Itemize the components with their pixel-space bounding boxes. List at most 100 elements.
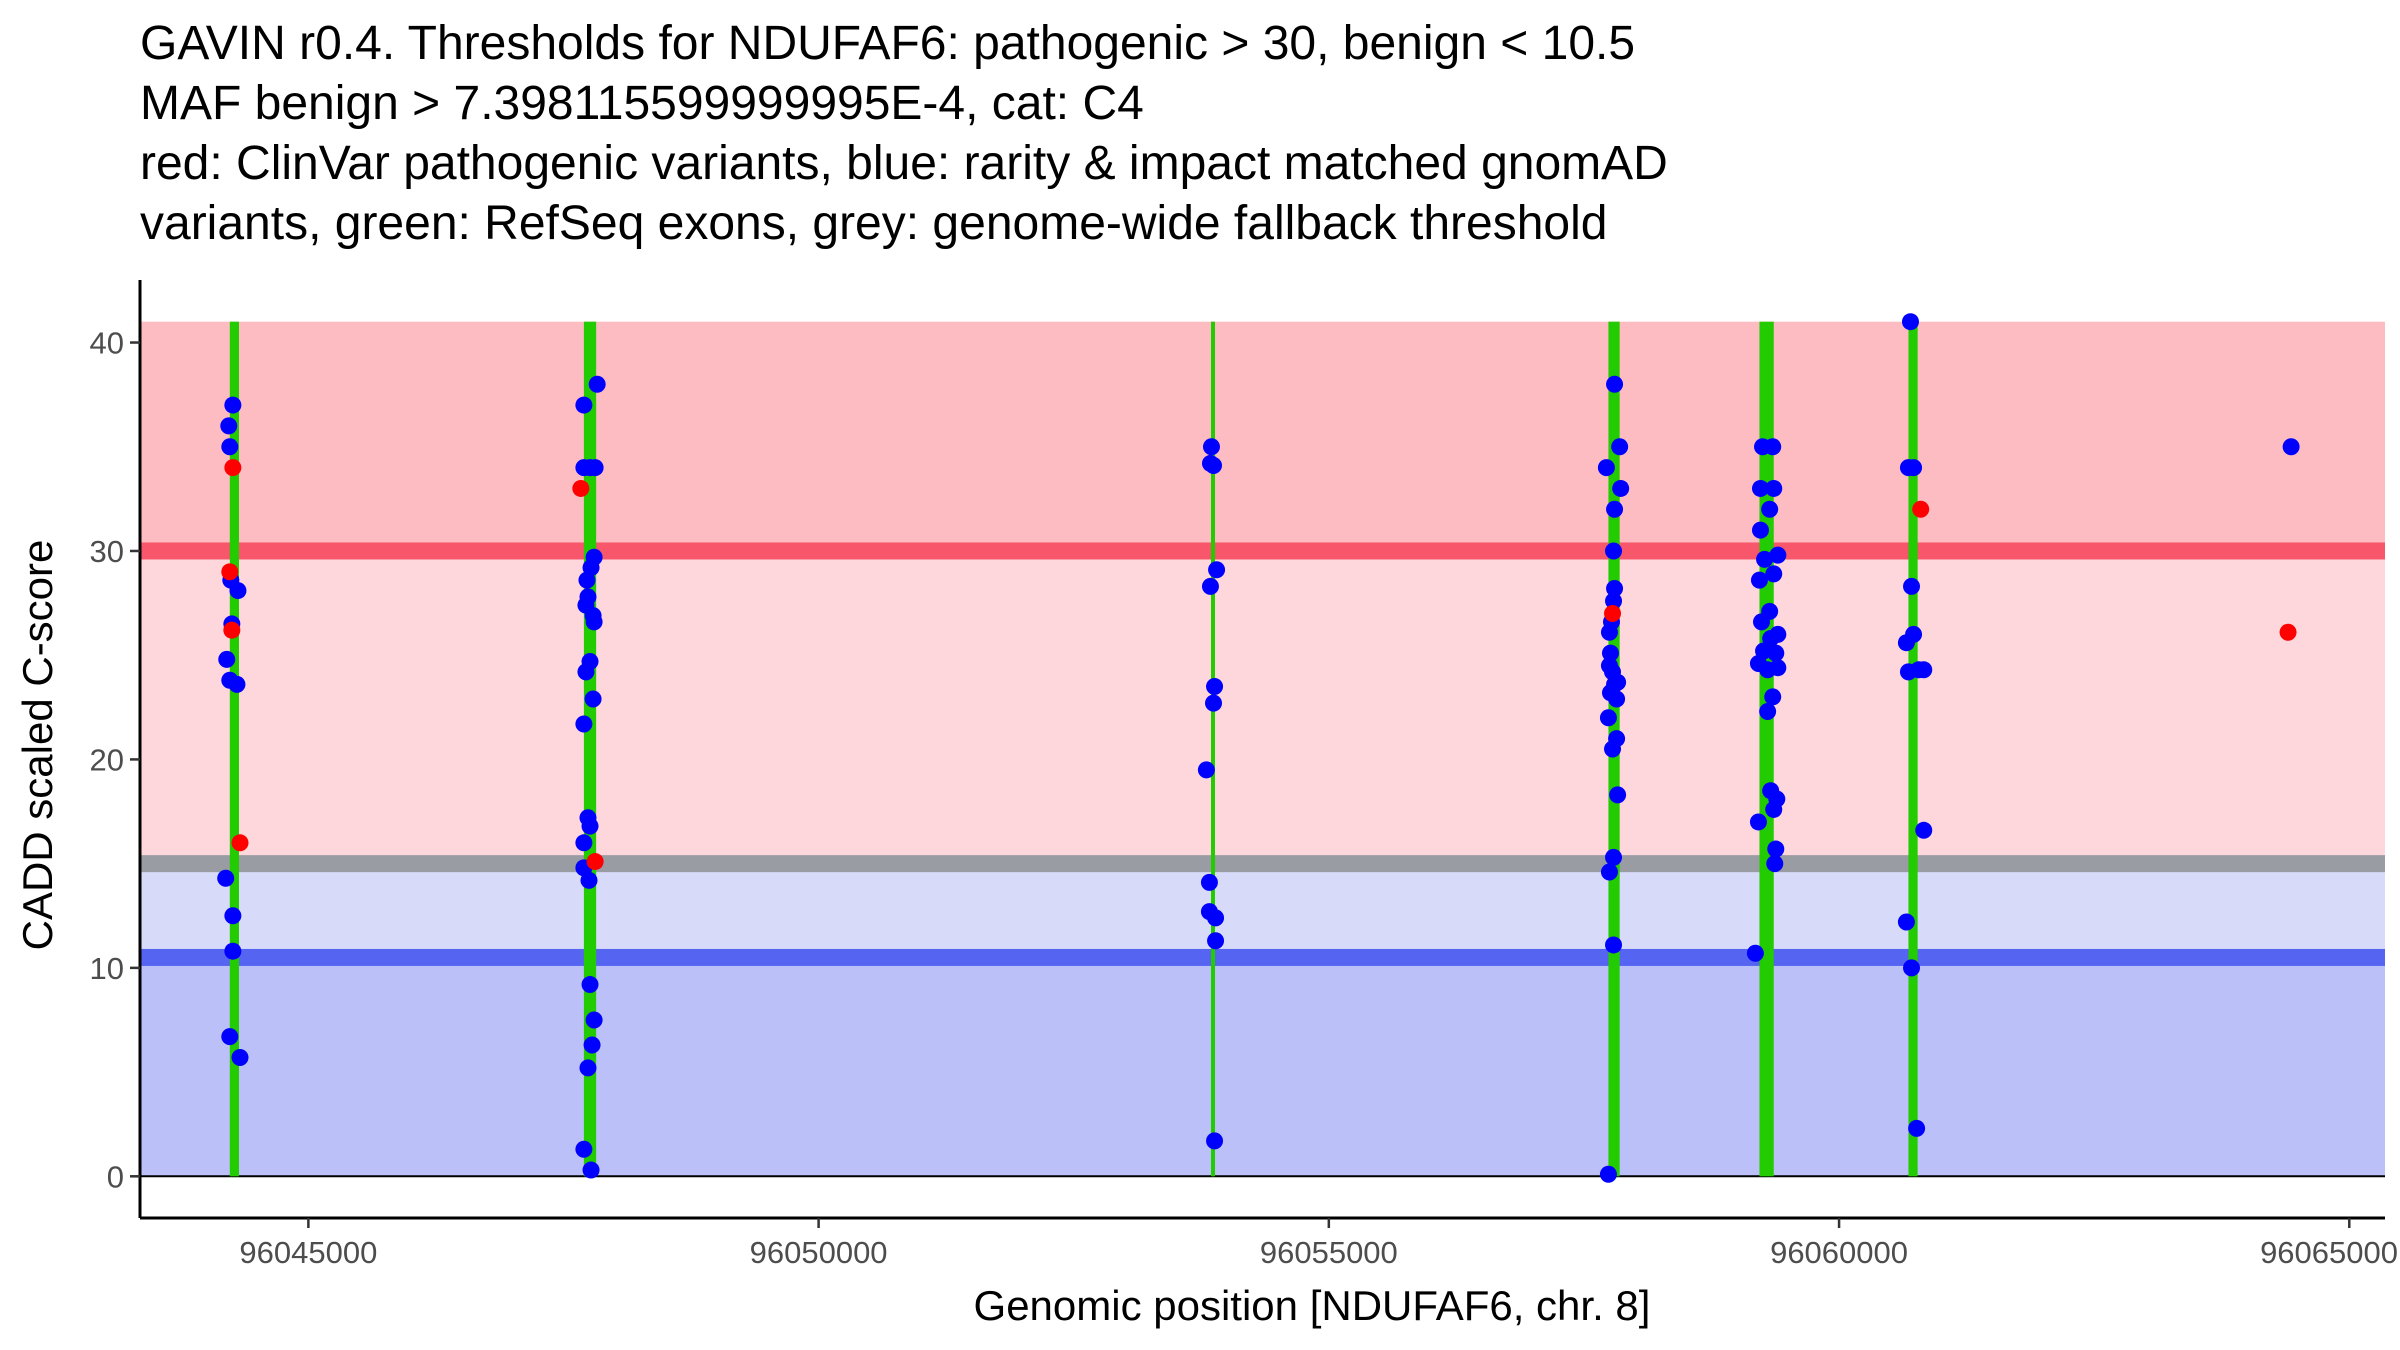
gnomad-point [1599, 1165, 1617, 1183]
gnomad-point [1769, 659, 1787, 677]
gnomad-point [1897, 634, 1915, 652]
pathogenic-max-band [141, 321, 2385, 551]
gnomad-point [1903, 577, 1921, 595]
gnomad-point [1205, 457, 1223, 475]
gnomad-point [1756, 550, 1774, 568]
gnomad-point [1606, 579, 1624, 597]
x-tick-label: 96045000 [239, 1235, 377, 1270]
gnomad-point [1903, 959, 1921, 977]
gnomad-point [1605, 848, 1623, 866]
gnomad-point [575, 834, 593, 852]
gnomad-point [1765, 565, 1783, 583]
gnomad-point [1197, 761, 1215, 779]
gnomad-point [1749, 813, 1767, 831]
gnomad-point [1606, 675, 1624, 693]
gnomad-point [229, 582, 247, 600]
gnomad-point [1750, 571, 1768, 589]
gnomad-point [1746, 944, 1764, 962]
y-tick-label: 40 [90, 326, 124, 361]
gnomad-point [578, 571, 596, 589]
gnomad-point [1751, 479, 1769, 497]
gnomad-point [580, 871, 598, 889]
gnomad-point [577, 663, 595, 681]
title-line-3: red: ClinVar pathogenic variants, blue: … [140, 137, 1668, 190]
gnomad-point [582, 1161, 600, 1179]
y-tick-label: 0 [107, 1159, 124, 1194]
gnomad-point [1765, 800, 1783, 818]
benign-min-band [141, 957, 2385, 1177]
gnomad-point [1605, 936, 1623, 954]
gnomad-point [217, 869, 235, 887]
gnomad-point [1901, 313, 1919, 331]
pathogenic-threshold-line [141, 542, 2385, 560]
gnomad-point [1606, 500, 1624, 518]
gnomad-point [1761, 500, 1779, 518]
gnomad-point [575, 1140, 593, 1158]
gnomad-point [224, 942, 242, 960]
gnomad-point [1759, 702, 1777, 720]
y-tick-label: 10 [90, 951, 124, 986]
gnomad-point [1915, 661, 1933, 679]
benign-threshold-line [141, 948, 2385, 966]
gnomad-point [1611, 438, 1629, 456]
benign-band [141, 863, 2385, 958]
x-axis-title: Genomic position [NDUFAF6, chr. 8] [974, 1282, 1651, 1329]
x-tick-label: 96050000 [750, 1235, 888, 1270]
gnomad-point [583, 1036, 601, 1054]
gnomad-point [1612, 479, 1630, 497]
clinvar-point [231, 834, 249, 852]
exon-marker [229, 321, 239, 1177]
gnomad-point [1769, 546, 1787, 564]
gnomad-point [1767, 840, 1785, 858]
y-axis-title: CADD scaled C-score [14, 540, 61, 951]
gnomad-point [584, 690, 602, 708]
gnomad-point [1908, 1119, 1926, 1137]
clinvar-point [1604, 605, 1622, 623]
gnomad-point [224, 396, 242, 414]
clinvar-point [221, 563, 239, 581]
gnomad-point [1765, 479, 1783, 497]
gnomad-point [581, 976, 599, 994]
gnomad-point [1206, 1132, 1224, 1150]
gnomad-point [575, 715, 593, 733]
gnomad-point [1601, 644, 1619, 662]
clinvar-point [223, 621, 241, 639]
exon-marker [583, 321, 597, 1177]
exon-marker [1908, 321, 1918, 1177]
chart-title: GAVIN r0.4. Thresholds for NDUFAF6: path… [140, 14, 1668, 254]
gnomad-point [1604, 740, 1622, 758]
fallback-threshold-line [141, 855, 2385, 873]
gnomad-point [1905, 459, 1923, 477]
gnomad-point [218, 650, 236, 668]
gnomad-point [1600, 863, 1618, 881]
gnomad-point [228, 675, 246, 693]
gnomad-point [1207, 909, 1225, 927]
gnomad-point [1767, 644, 1785, 662]
gnomad-point [1206, 677, 1224, 695]
gnomad-point [1605, 592, 1623, 610]
gnomad-point [220, 417, 238, 435]
gnomad-point [579, 1059, 597, 1077]
gnomad-point [585, 1011, 603, 1029]
gnomad-point [1609, 786, 1627, 804]
gnomad-point [575, 396, 593, 414]
title-line-2: MAF benign > 7.398115599999995E-4, cat: … [140, 77, 1144, 130]
gnomad-point [1201, 577, 1219, 595]
gnomad-point [1605, 542, 1623, 560]
gnomad-point [1207, 932, 1225, 950]
title-line-4: variants, green: RefSeq exons, grey: gen… [140, 197, 1608, 250]
gnomad-point [1202, 438, 1220, 456]
x-tick-label: 96065000 [2260, 1235, 2398, 1270]
gnomad-point [1597, 459, 1615, 477]
pathogenic-band [141, 550, 2385, 864]
x-tick-label: 96060000 [1770, 1235, 1908, 1270]
gnomad-point [1897, 913, 1915, 931]
gnomad-point [1762, 630, 1780, 648]
clinvar-point [1912, 500, 1930, 518]
gnomad-point [1764, 438, 1782, 456]
gnomad-point [1753, 613, 1771, 631]
gnomad-point [224, 907, 242, 925]
gnomad-point [1599, 709, 1617, 727]
gnomad-point [588, 375, 606, 393]
